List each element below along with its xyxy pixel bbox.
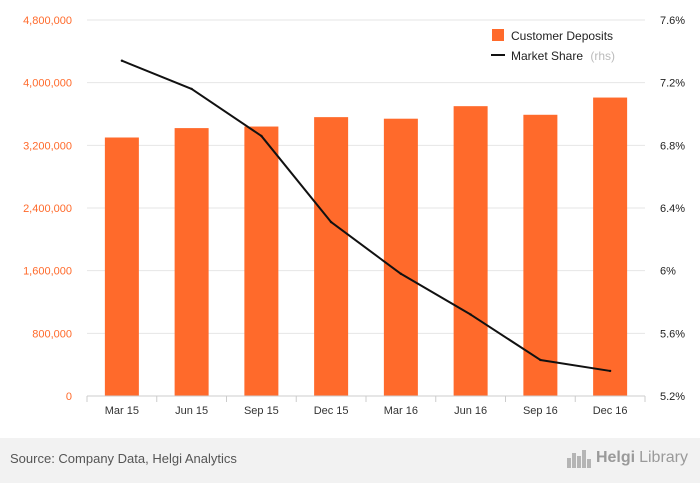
x-tick-label: Jun 16 xyxy=(454,405,487,417)
deposit-bar xyxy=(383,118,418,396)
legend-label-market-share: Market Share (rhs) xyxy=(511,49,615,63)
y-left-tick-label: 3,200,000 xyxy=(23,140,72,152)
combo-chart: 0 800,000 1,600,000 2,400,000 3,200,000 4,000… xyxy=(23,15,685,417)
market-share-point xyxy=(120,59,124,62)
y-left-tick-label: 1,600,000 xyxy=(23,266,72,278)
x-tick-label: Mar 15 xyxy=(105,405,139,417)
x-tick-label: Jun 15 xyxy=(175,405,208,417)
y-left-tick-label: 2,400,000 xyxy=(23,203,72,215)
city-skyline-icon xyxy=(566,450,591,468)
deposit-bar xyxy=(104,137,139,396)
deposit-bars xyxy=(104,97,628,397)
y-right-tick-label: 6.4% xyxy=(660,203,685,215)
y-left-tick-label: 4,000,000 xyxy=(23,78,72,90)
brand-name-light: Library xyxy=(639,449,688,466)
x-tick-label: Dec 16 xyxy=(593,405,628,417)
brand-logo: Helgi Library xyxy=(566,448,688,468)
market-share-point xyxy=(539,358,542,362)
y-left-tick-label: 4,800,000 xyxy=(23,15,72,27)
deposit-bar xyxy=(174,128,209,396)
market-share-point xyxy=(469,313,472,316)
axes: 0 800,000 1,600,000 2,400,000 3,200,000 4,000… xyxy=(23,15,685,417)
y-left-tick-label: 0 xyxy=(66,391,72,403)
market-share-line-group xyxy=(120,59,612,373)
x-tick-label: Mar 16 xyxy=(384,405,418,417)
market-share-point xyxy=(260,134,263,138)
y-right-tick-label: 5.6% xyxy=(660,328,685,340)
legend-note-rhs: (rhs) xyxy=(590,49,615,63)
legend: Customer Deposits Market Share (rhs) xyxy=(491,29,615,63)
deposit-bar xyxy=(453,106,488,397)
market-share-point xyxy=(399,272,403,275)
x-tick-label: Dec 15 xyxy=(314,405,349,417)
brand-name-bold: Helgi xyxy=(595,449,636,466)
y-right-tick-label: 5.2% xyxy=(660,391,685,403)
y-right-tick-label: 6.8% xyxy=(660,140,685,152)
market-share-point xyxy=(190,87,193,91)
legend-label-deposits: Customer Deposits xyxy=(511,29,613,43)
legend-label-market-share-text: Market Share xyxy=(511,49,583,63)
footer: Source: Company Data, Helgi Analytics He… xyxy=(0,438,700,483)
x-tick-label: Sep 15 xyxy=(244,405,279,417)
y-left-tick-label: 800,000 xyxy=(32,328,72,340)
deposit-bar xyxy=(593,97,628,397)
grid-lines xyxy=(87,19,645,334)
market-share-line xyxy=(121,59,611,372)
legend-swatch-deposits xyxy=(492,29,504,41)
deposit-bar xyxy=(314,117,349,396)
source-text: Source: Company Data, Helgi Analytics xyxy=(10,451,237,466)
market-share-point xyxy=(329,220,333,224)
deposit-bar xyxy=(523,114,558,397)
x-tick-label: Sep 16 xyxy=(523,405,558,417)
y-right-tick-label: 6% xyxy=(660,266,676,278)
market-share-point xyxy=(608,369,612,373)
deposit-bar xyxy=(244,126,279,397)
y-right-tick-label: 7.2% xyxy=(660,78,685,90)
y-right-tick-label: 7.6% xyxy=(660,15,685,27)
